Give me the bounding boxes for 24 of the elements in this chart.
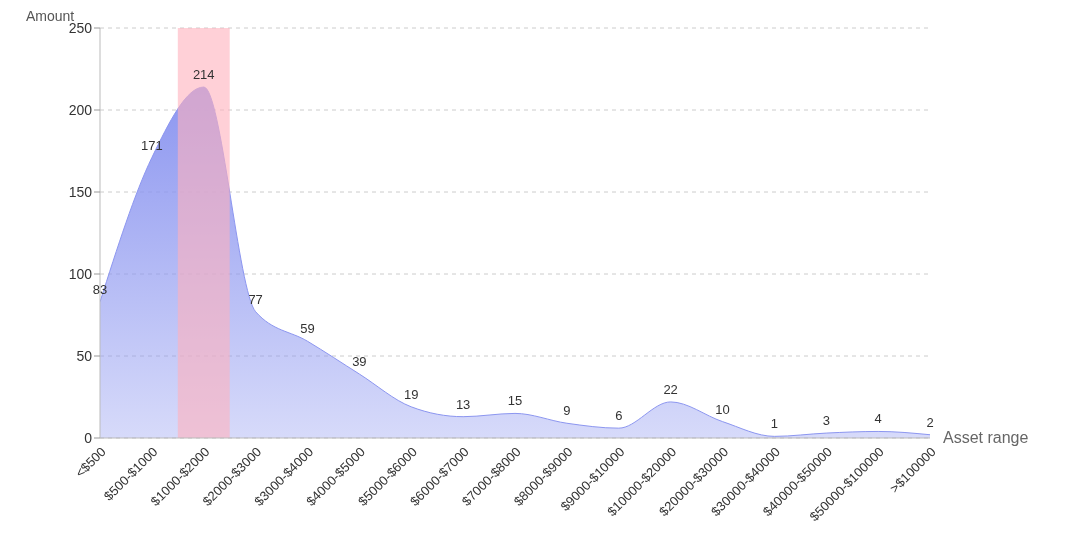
y-tick-label: 200 [68, 101, 93, 118]
x-axis-title: Asset range [943, 429, 1029, 447]
data-label: 15 [507, 393, 523, 409]
data-label: 171 [141, 137, 163, 153]
data-label: 39 [352, 354, 367, 370]
data-label: 1 [770, 416, 778, 432]
data-label: 10 [715, 401, 730, 417]
data-label: 2 [926, 414, 934, 430]
data-label: 83 [92, 281, 108, 297]
y-tick-label: 150 [68, 183, 93, 200]
data-label: 6 [615, 408, 623, 424]
data-label: 22 [663, 381, 678, 397]
data-label: 13 [455, 396, 471, 412]
data-label: 9 [563, 403, 571, 419]
data-label: 19 [404, 386, 419, 402]
data-label: 214 [192, 67, 215, 83]
y-axis-title: Amount [26, 8, 75, 24]
y-tick-label: 100 [68, 265, 93, 282]
data-label: 4 [874, 411, 882, 427]
data-label: 59 [300, 321, 315, 337]
data-label: 77 [248, 291, 263, 307]
y-tick-label: 50 [76, 347, 93, 364]
data-label: 3 [822, 413, 830, 429]
y-tick-label: 0 [84, 429, 93, 446]
